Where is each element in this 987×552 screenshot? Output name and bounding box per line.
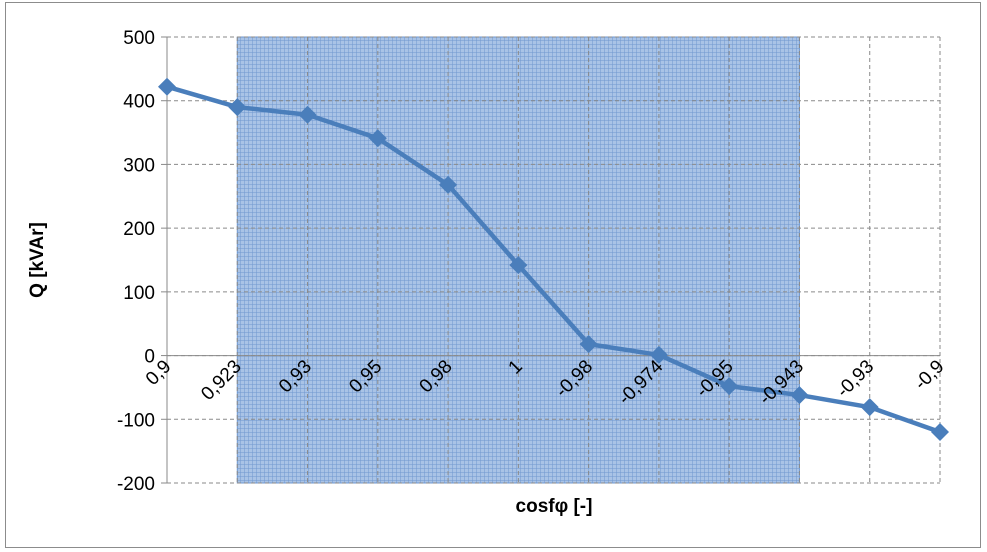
data-point (509, 256, 528, 275)
data-point (790, 386, 809, 405)
x-tick-label: -0,9 (911, 356, 949, 394)
y-tick-label: 300 (123, 155, 155, 176)
y-tick-label: 100 (123, 283, 155, 304)
data-point (228, 98, 247, 117)
data-point (720, 377, 739, 396)
y-tick-label: 500 (123, 28, 155, 49)
data-point (368, 129, 387, 148)
y-axis-title: Q [kVAr] (27, 222, 48, 298)
y-tick-label: -100 (117, 410, 155, 431)
y-tick-label: 200 (123, 219, 155, 240)
data-point (579, 335, 598, 354)
series-line (166, 84, 941, 435)
data-point (439, 175, 458, 194)
x-tick-label: -0,93 (833, 356, 878, 401)
y-tick-label: 0 (144, 347, 155, 368)
x-axis-title: cosfφ [-] (516, 496, 593, 517)
data-point (649, 345, 668, 364)
data-point (158, 77, 176, 96)
data-point (931, 423, 949, 442)
y-tick-label: -200 (117, 474, 155, 495)
y-tick-label: 400 (123, 92, 155, 113)
data-point (860, 398, 879, 417)
data-point (298, 105, 317, 124)
